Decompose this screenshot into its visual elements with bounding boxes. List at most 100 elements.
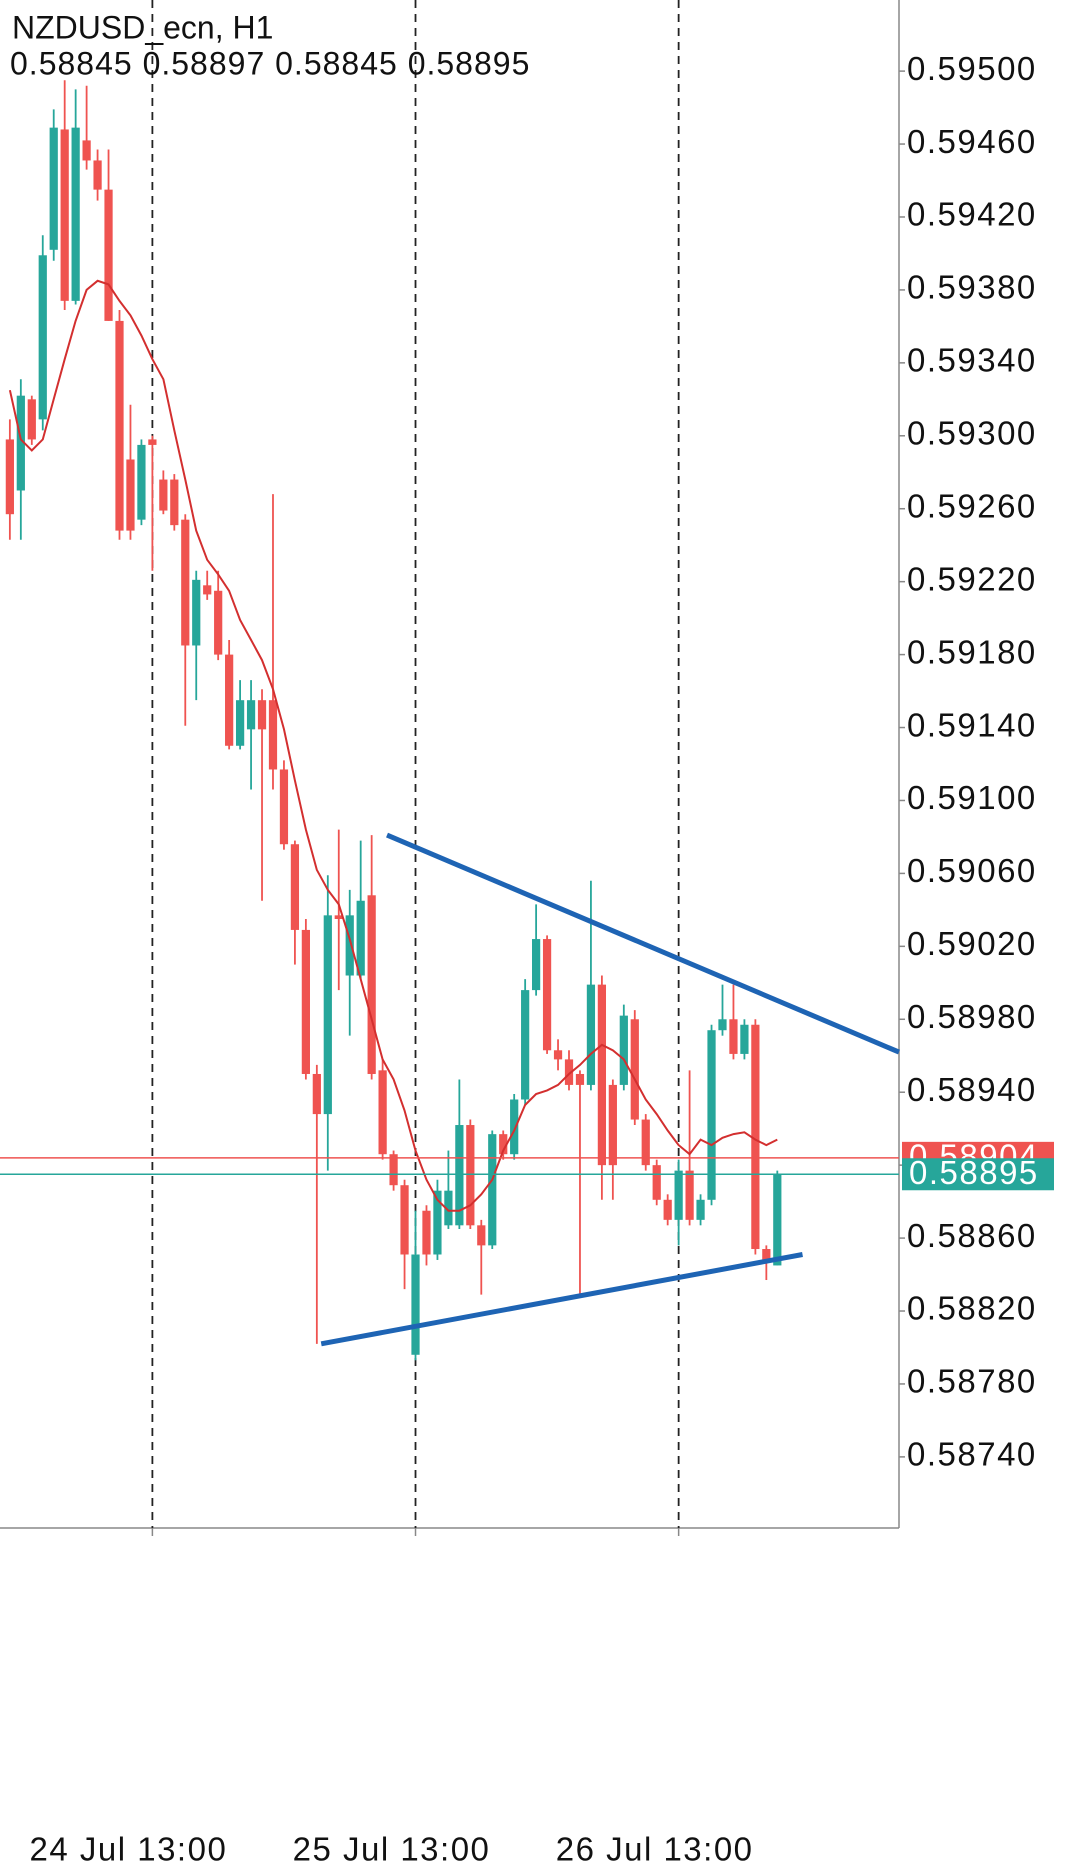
candle-body — [597, 984, 607, 1166]
candle-body — [312, 1073, 321, 1115]
y-tick-label: 0.59380 — [907, 269, 1037, 306]
candle-body — [400, 1185, 409, 1255]
candle-body — [367, 895, 376, 1074]
candle-body — [531, 939, 541, 991]
candle-body — [729, 1019, 738, 1054]
candle-body — [181, 519, 190, 646]
candle-body — [192, 579, 201, 646]
candle-body — [170, 479, 179, 526]
y-tick-label: 0.59020 — [907, 925, 1037, 962]
y-tick-label: 0.59340 — [907, 342, 1037, 379]
candle-body — [466, 1125, 475, 1226]
y-tick-label: 0.59100 — [907, 779, 1037, 816]
y-tick-label: 0.59140 — [907, 706, 1037, 743]
candle-body — [334, 915, 343, 919]
candle-body — [16, 395, 25, 491]
plot — [0, 0, 900, 1528]
candle-body — [60, 129, 69, 301]
candle-body — [378, 1070, 387, 1155]
y-tick-label: 0.58740 — [907, 1436, 1037, 1473]
candle-body — [619, 1015, 628, 1085]
candle-body — [71, 127, 80, 301]
candle-body — [49, 127, 58, 250]
candle-body — [641, 1119, 650, 1166]
candle-body — [411, 1254, 420, 1355]
candle-body — [93, 160, 102, 190]
candle-body — [685, 1170, 694, 1220]
candle-body — [444, 1190, 453, 1226]
candle-body — [718, 1019, 727, 1031]
candle-body — [433, 1190, 442, 1255]
candle-body — [630, 1019, 639, 1120]
candle-body — [301, 929, 310, 1074]
moving-average — [8, 279, 778, 1212]
candle-body — [553, 1050, 563, 1060]
candle-body — [674, 1170, 683, 1220]
candle-body — [663, 1199, 672, 1220]
y-tick-label: 0.58980 — [907, 998, 1037, 1035]
y-tick-label: 0.59460 — [907, 123, 1037, 160]
y-tick-label: 0.59260 — [907, 487, 1037, 524]
candle-body — [586, 984, 596, 1085]
candle-body — [214, 590, 223, 655]
x-tick-label: 24 Jul 13:00 — [29, 1831, 227, 1868]
candle-body — [82, 140, 91, 161]
candle-body — [38, 255, 47, 420]
candle-body — [27, 399, 36, 440]
candle-body — [707, 1030, 716, 1200]
candle-body — [159, 479, 168, 511]
y-tick-label: 0.58860 — [907, 1217, 1037, 1254]
candle-body — [279, 769, 289, 845]
candle-body — [268, 700, 278, 770]
candle-body — [148, 439, 157, 445]
candle-body — [290, 844, 300, 930]
candle-body — [203, 585, 212, 595]
y-tick-label: 0.59420 — [907, 196, 1037, 233]
candle-body — [137, 444, 146, 520]
x-tick-label: 26 Jul 13:00 — [556, 1831, 754, 1868]
candle-body — [477, 1225, 486, 1246]
y-tick-label: 0.58780 — [907, 1363, 1037, 1400]
y-tick-label: 0.59500 — [907, 50, 1037, 87]
y-tick-label: 0.59060 — [907, 852, 1037, 889]
y-tick-label: 0.59220 — [907, 560, 1037, 597]
candle-body — [323, 915, 332, 1115]
candle-body — [751, 1024, 760, 1250]
candle-body — [740, 1024, 749, 1054]
candle-body — [356, 900, 365, 976]
candle-body — [696, 1199, 705, 1220]
y-tick-label: 0.58940 — [907, 1071, 1037, 1108]
candle-body — [652, 1165, 661, 1200]
candle-body — [126, 459, 135, 531]
candle-body — [389, 1154, 398, 1186]
candle-body — [104, 189, 113, 321]
candle-body — [608, 1084, 617, 1166]
candle-body — [422, 1210, 431, 1255]
y-tick-label: 0.59300 — [907, 415, 1037, 452]
candle-body — [575, 1073, 585, 1085]
candle-body — [564, 1059, 574, 1085]
candle-body — [499, 1134, 508, 1155]
trendline — [386, 832, 900, 1055]
x-tick-label: 25 Jul 13:00 — [293, 1831, 491, 1868]
candle-body — [246, 700, 256, 730]
price-label: 0.58895 — [909, 1154, 1039, 1191]
candle-body — [521, 990, 530, 1100]
candle-body — [235, 700, 245, 746]
y-tick-label: 0.59180 — [907, 633, 1037, 670]
candle-body — [345, 915, 354, 976]
candle-body — [455, 1125, 464, 1226]
ohlc-header: 0.58845 0.58897 0.58845 0.58895 — [10, 45, 530, 81]
candle-body — [115, 320, 124, 531]
candle-body — [257, 700, 267, 730]
candle-body — [773, 1174, 782, 1266]
candle-body — [510, 1099, 519, 1155]
y-tick-label: 0.58820 — [907, 1290, 1037, 1327]
candle-body — [5, 439, 14, 515]
candle-body — [225, 654, 234, 746]
chart-title: NZDUSD_ecn, H1 — [12, 9, 273, 45]
candle-body — [542, 939, 552, 1051]
price-label-box — [902, 1158, 1054, 1191]
